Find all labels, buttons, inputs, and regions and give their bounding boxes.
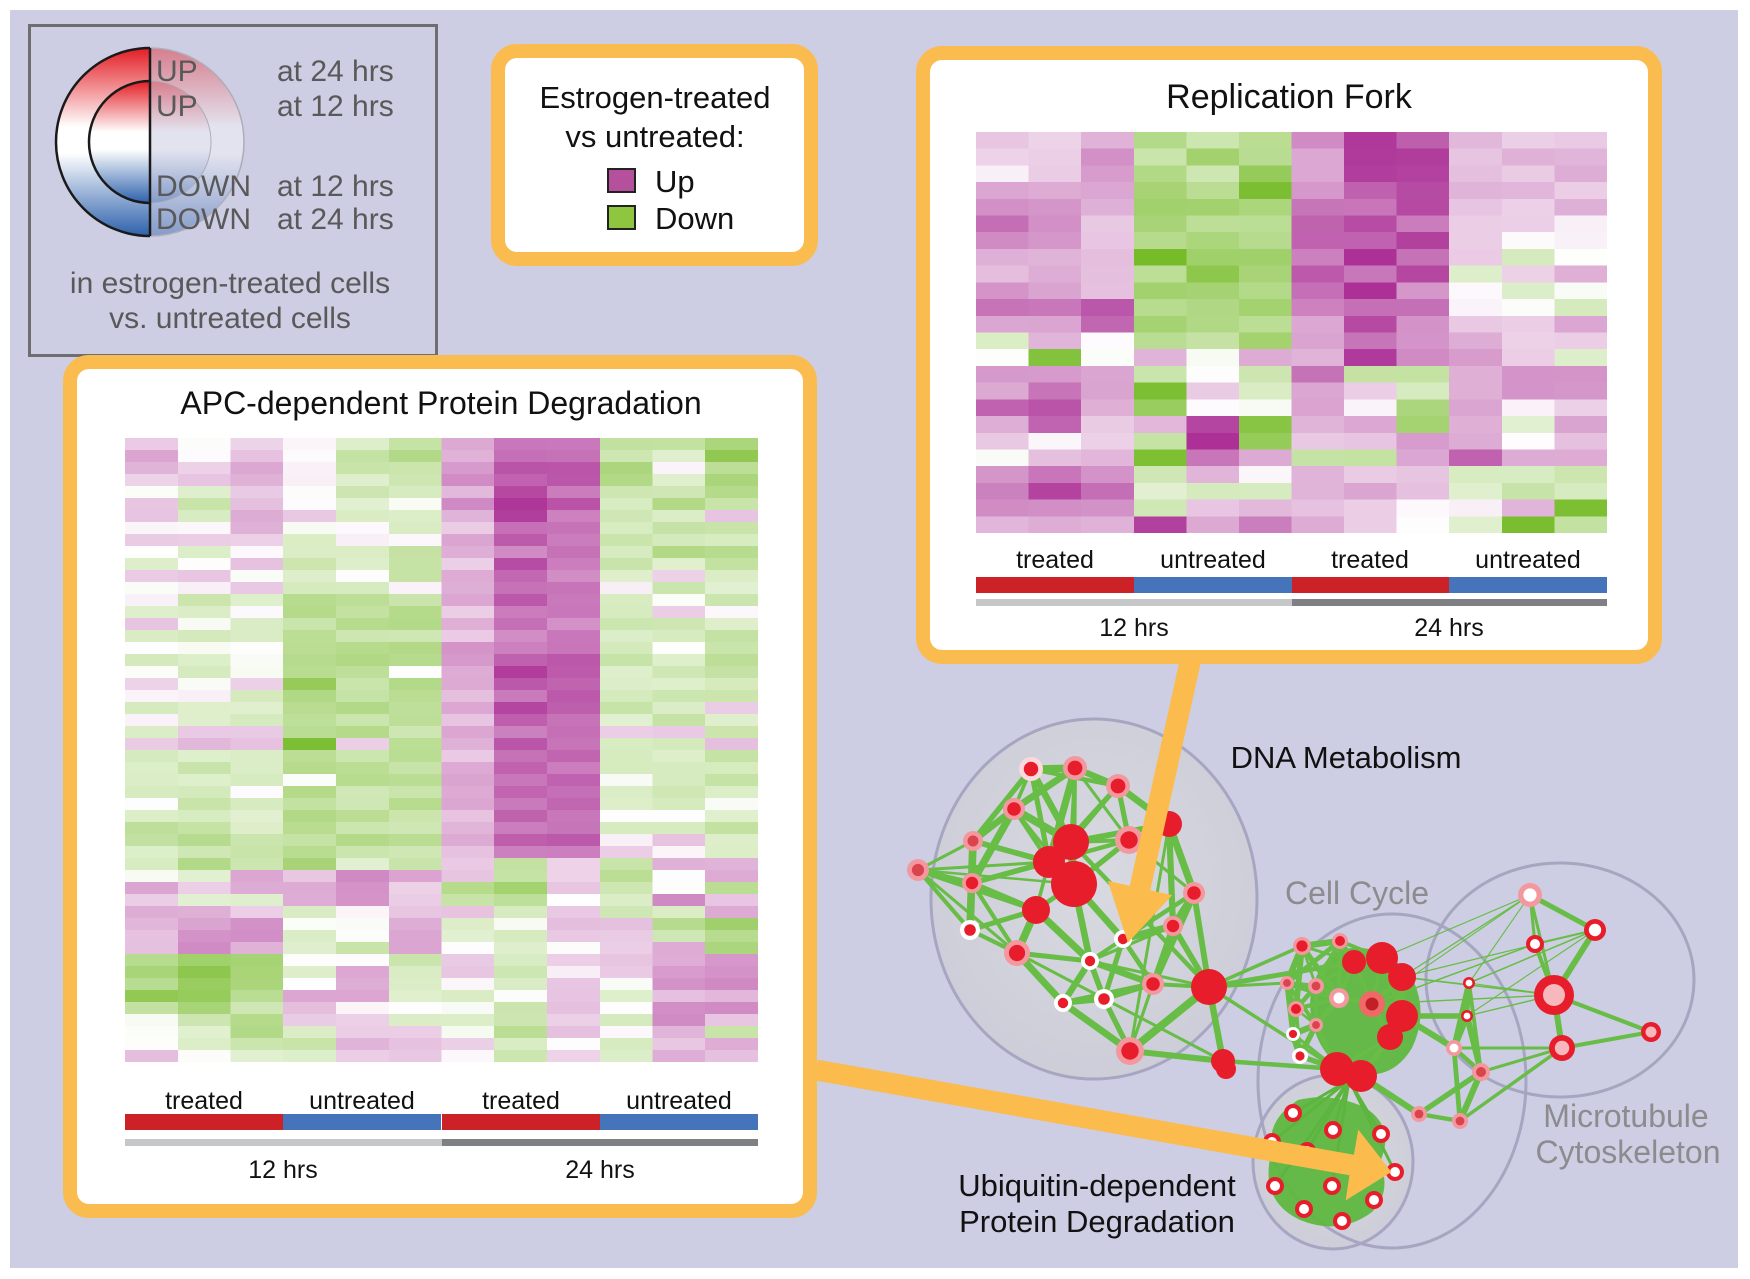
svg-text:Cytoskeleton: Cytoskeleton bbox=[1536, 1134, 1721, 1170]
svg-text:Microtubule: Microtubule bbox=[1543, 1098, 1708, 1134]
svg-text:Protein Degradation: Protein Degradation bbox=[959, 1204, 1235, 1239]
svg-text:Cell Cycle: Cell Cycle bbox=[1285, 875, 1429, 911]
svg-text:DNA Metabolism: DNA Metabolism bbox=[1231, 740, 1462, 775]
svg-text:Ubiquitin-dependent: Ubiquitin-dependent bbox=[958, 1168, 1236, 1203]
